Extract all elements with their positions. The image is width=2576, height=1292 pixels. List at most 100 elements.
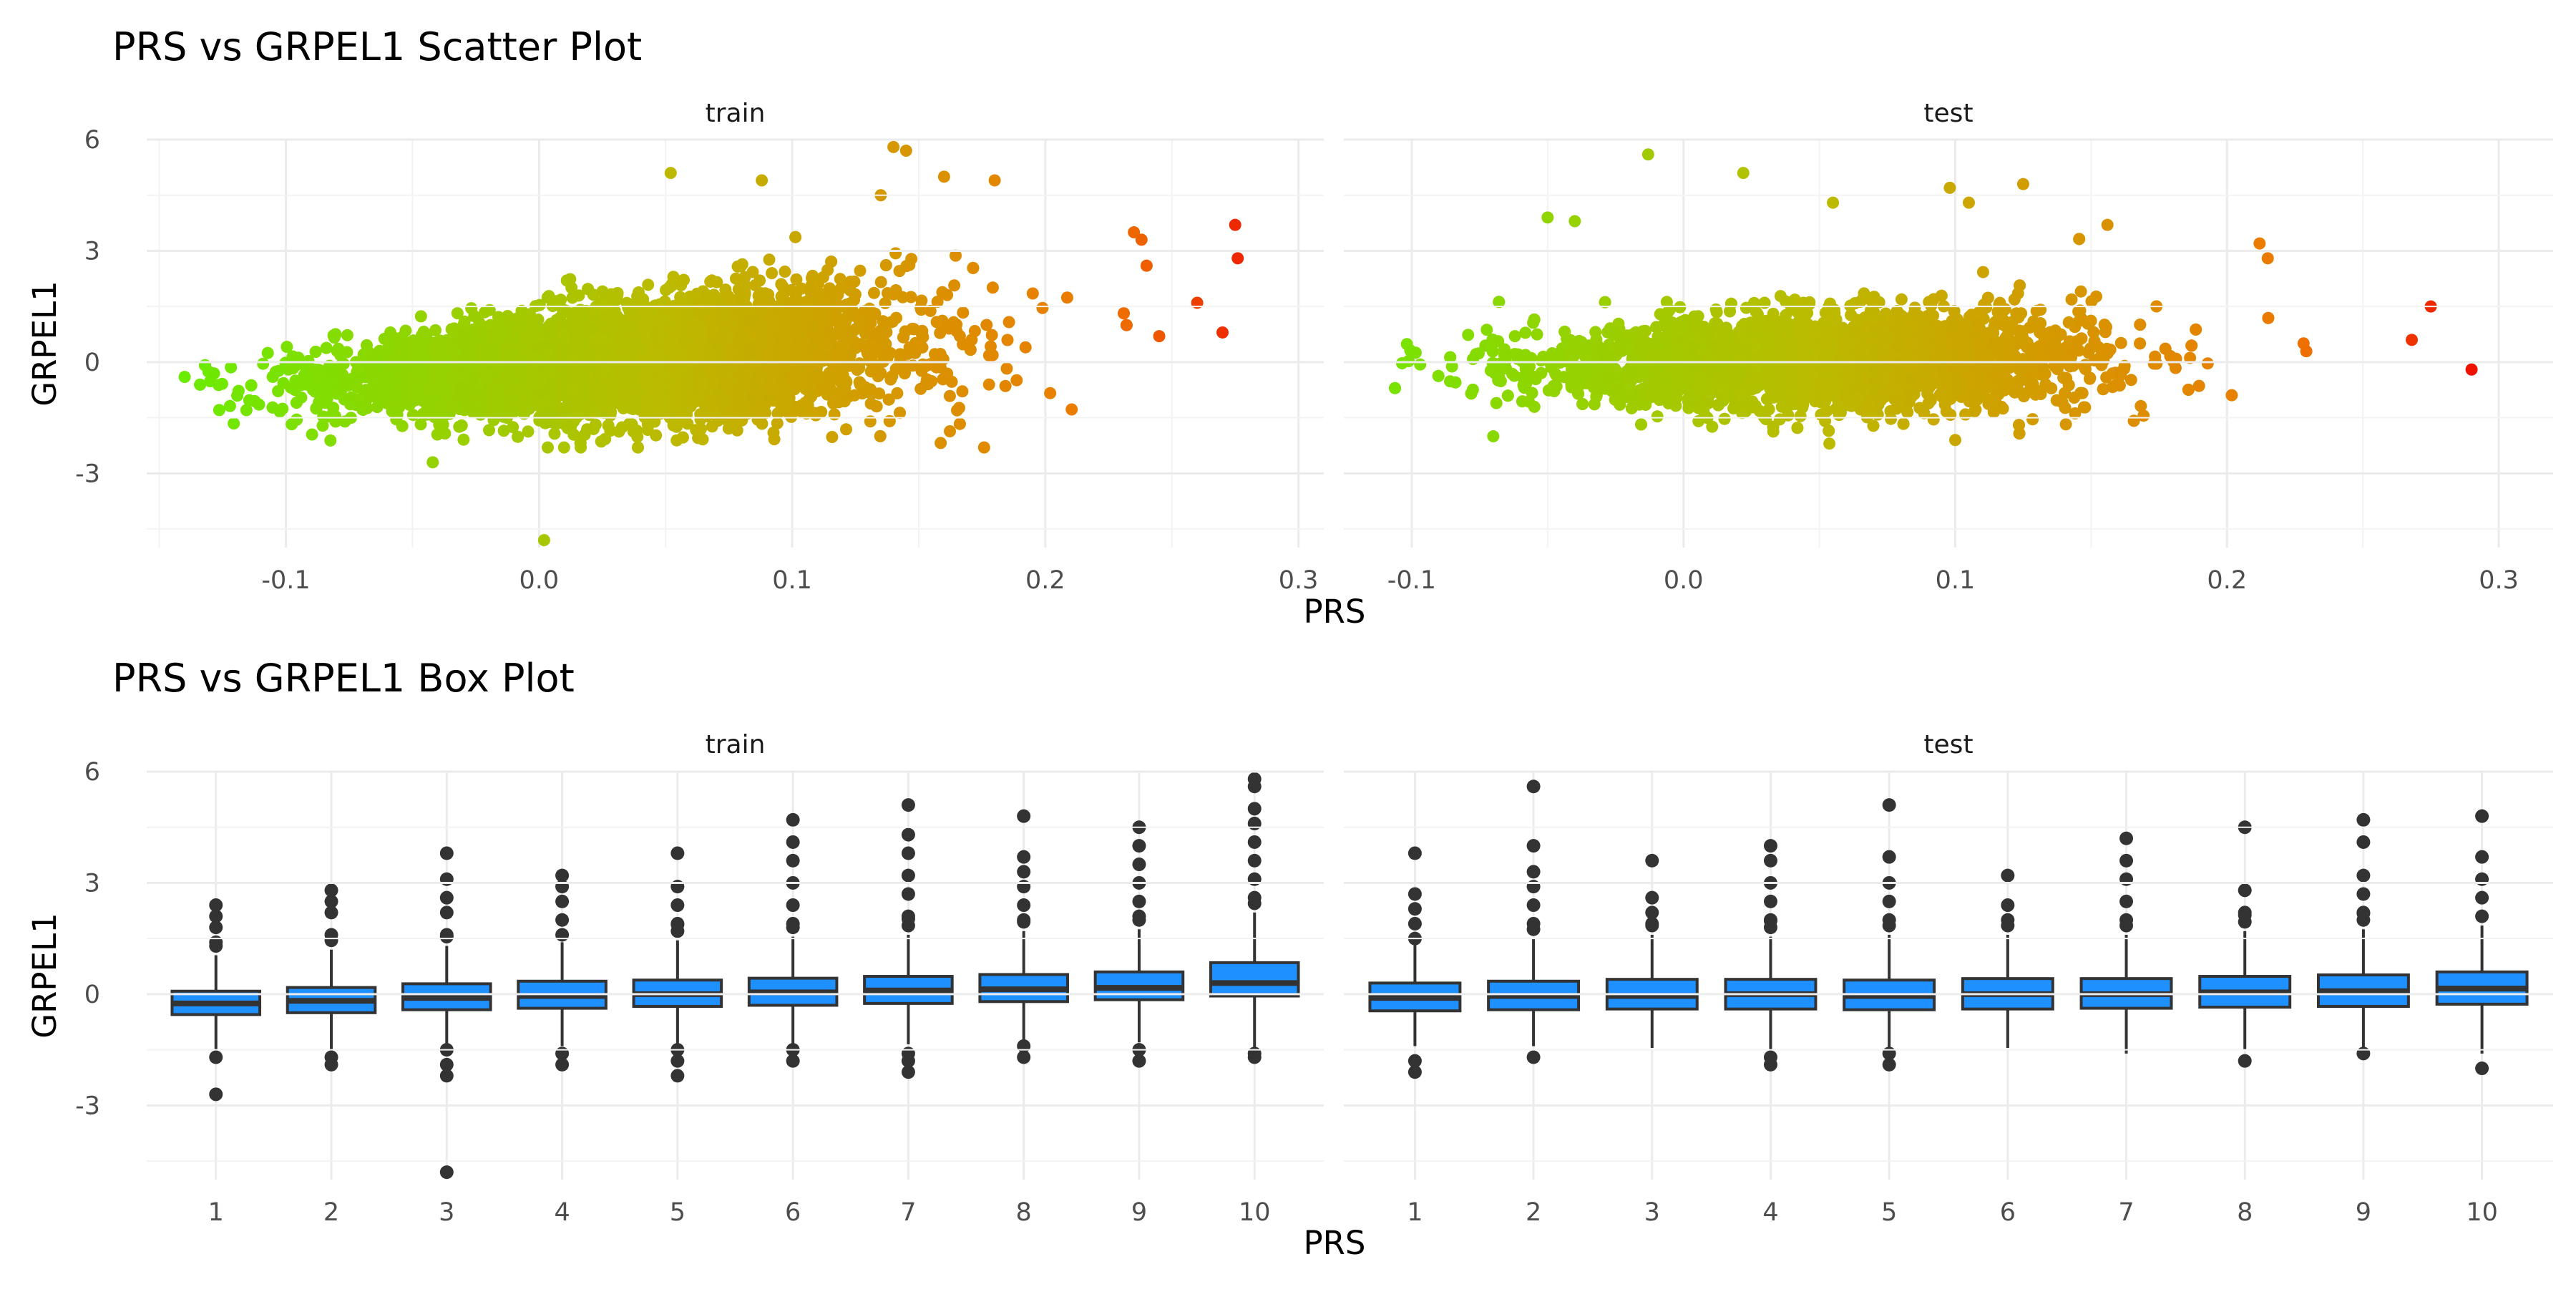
scatter-point bbox=[457, 434, 469, 446]
scatter-point bbox=[309, 386, 321, 398]
scatter-point bbox=[950, 325, 962, 337]
scatter-point bbox=[262, 347, 274, 359]
scatter-point bbox=[228, 417, 240, 429]
scatter-point bbox=[790, 292, 802, 304]
scatter-point bbox=[396, 420, 409, 432]
scatter-point bbox=[415, 418, 427, 430]
scatter-point bbox=[948, 279, 960, 291]
scatter-point bbox=[628, 425, 640, 437]
scatter-point bbox=[1061, 291, 1073, 303]
scatter-point bbox=[736, 258, 748, 271]
scatter-point bbox=[871, 400, 883, 412]
scatter-point bbox=[935, 437, 947, 449]
scatter-point bbox=[597, 319, 610, 331]
scatter-point bbox=[899, 367, 911, 379]
scatter-point bbox=[1027, 288, 1039, 300]
scatter-point bbox=[951, 404, 963, 417]
scatter-point bbox=[738, 271, 751, 283]
scatter-point bbox=[581, 423, 593, 435]
scatter-point bbox=[789, 231, 801, 243]
scatter-point bbox=[338, 358, 350, 370]
scatter-point bbox=[1036, 302, 1048, 314]
scatter-point bbox=[1121, 319, 1133, 331]
scatter-point bbox=[391, 409, 404, 421]
scatter-point bbox=[781, 378, 794, 390]
scatter-point bbox=[854, 377, 866, 389]
scatter-point bbox=[642, 278, 654, 291]
scatter-point bbox=[1065, 404, 1078, 416]
scatter-point bbox=[1003, 316, 1015, 329]
scatter-point bbox=[310, 346, 322, 358]
scatter-point bbox=[321, 342, 333, 354]
scatter-point bbox=[713, 354, 726, 366]
scatter-point bbox=[889, 247, 902, 259]
scatter-point bbox=[914, 301, 927, 314]
scatter-point bbox=[674, 413, 686, 425]
box-title: PRS vs GRPEL1 Box Plot bbox=[112, 656, 575, 701]
scatter-point bbox=[564, 273, 576, 286]
scatter-point bbox=[735, 328, 747, 340]
scatter-point bbox=[886, 370, 898, 382]
scatter-point bbox=[306, 429, 318, 441]
scatter-point bbox=[986, 329, 998, 341]
scatter-point bbox=[816, 355, 829, 367]
scatter-point bbox=[512, 431, 524, 443]
scatter-point bbox=[379, 333, 391, 345]
scatter-point bbox=[758, 297, 770, 309]
scatter-point bbox=[954, 418, 966, 430]
scatter-point bbox=[944, 425, 956, 437]
scatter-point bbox=[925, 375, 937, 387]
scatter-point bbox=[224, 400, 236, 412]
scatter-point bbox=[941, 368, 953, 380]
scatter-point bbox=[663, 281, 675, 293]
scatter-point bbox=[916, 329, 928, 341]
scatter-point bbox=[848, 276, 860, 288]
scatter-point bbox=[324, 434, 336, 447]
scatter-point bbox=[900, 260, 912, 272]
scatter-point bbox=[508, 405, 520, 417]
scatter-point bbox=[602, 419, 615, 432]
scatter-point bbox=[639, 328, 651, 340]
scatter-point bbox=[854, 265, 867, 277]
scatter-point bbox=[208, 367, 220, 379]
scatter-point bbox=[677, 432, 689, 444]
scatter-point bbox=[575, 304, 587, 316]
scatter-point bbox=[713, 300, 726, 312]
scatter-point bbox=[706, 274, 718, 286]
scatter-point bbox=[243, 394, 255, 407]
scatter-title: PRS vs GRPEL1 Scatter Plot bbox=[112, 24, 642, 69]
scatter-point bbox=[724, 294, 736, 306]
scatter-point bbox=[752, 323, 764, 335]
scatter-point bbox=[523, 333, 535, 345]
scatter-point bbox=[763, 253, 776, 266]
scatter-point bbox=[894, 348, 906, 360]
scatter-point bbox=[829, 408, 841, 420]
scatter-train-points bbox=[179, 141, 1244, 546]
scatter-point bbox=[650, 429, 662, 442]
scatter-point bbox=[632, 442, 644, 454]
scatter-point bbox=[812, 278, 824, 290]
scatter-point bbox=[830, 314, 842, 326]
scatter-point bbox=[313, 364, 325, 376]
scatter-point bbox=[479, 306, 491, 319]
scatter-point bbox=[874, 325, 887, 337]
scatter-train-xtick-label-2: 0.1 bbox=[772, 566, 812, 595]
scatter-point bbox=[957, 306, 969, 319]
scatter-point bbox=[868, 287, 880, 299]
scatter-point bbox=[987, 349, 999, 361]
scatter-point bbox=[597, 286, 609, 298]
scatter-train-xtick-label-1: 0.0 bbox=[519, 566, 559, 595]
scatter-point bbox=[866, 310, 878, 322]
scatter-point bbox=[612, 287, 624, 299]
scatter-point bbox=[455, 329, 467, 341]
scatter-point bbox=[321, 378, 333, 390]
scatter-train-xtick-label-4: 0.3 bbox=[1279, 566, 1319, 595]
scatter-point bbox=[267, 402, 279, 414]
scatter-point bbox=[415, 310, 427, 322]
scatter-point bbox=[693, 368, 705, 380]
scatter-point bbox=[733, 392, 745, 404]
scatter-point bbox=[1020, 341, 1032, 354]
scatter-point bbox=[267, 371, 279, 383]
scatter-point bbox=[987, 281, 999, 293]
scatter-point bbox=[483, 424, 495, 437]
